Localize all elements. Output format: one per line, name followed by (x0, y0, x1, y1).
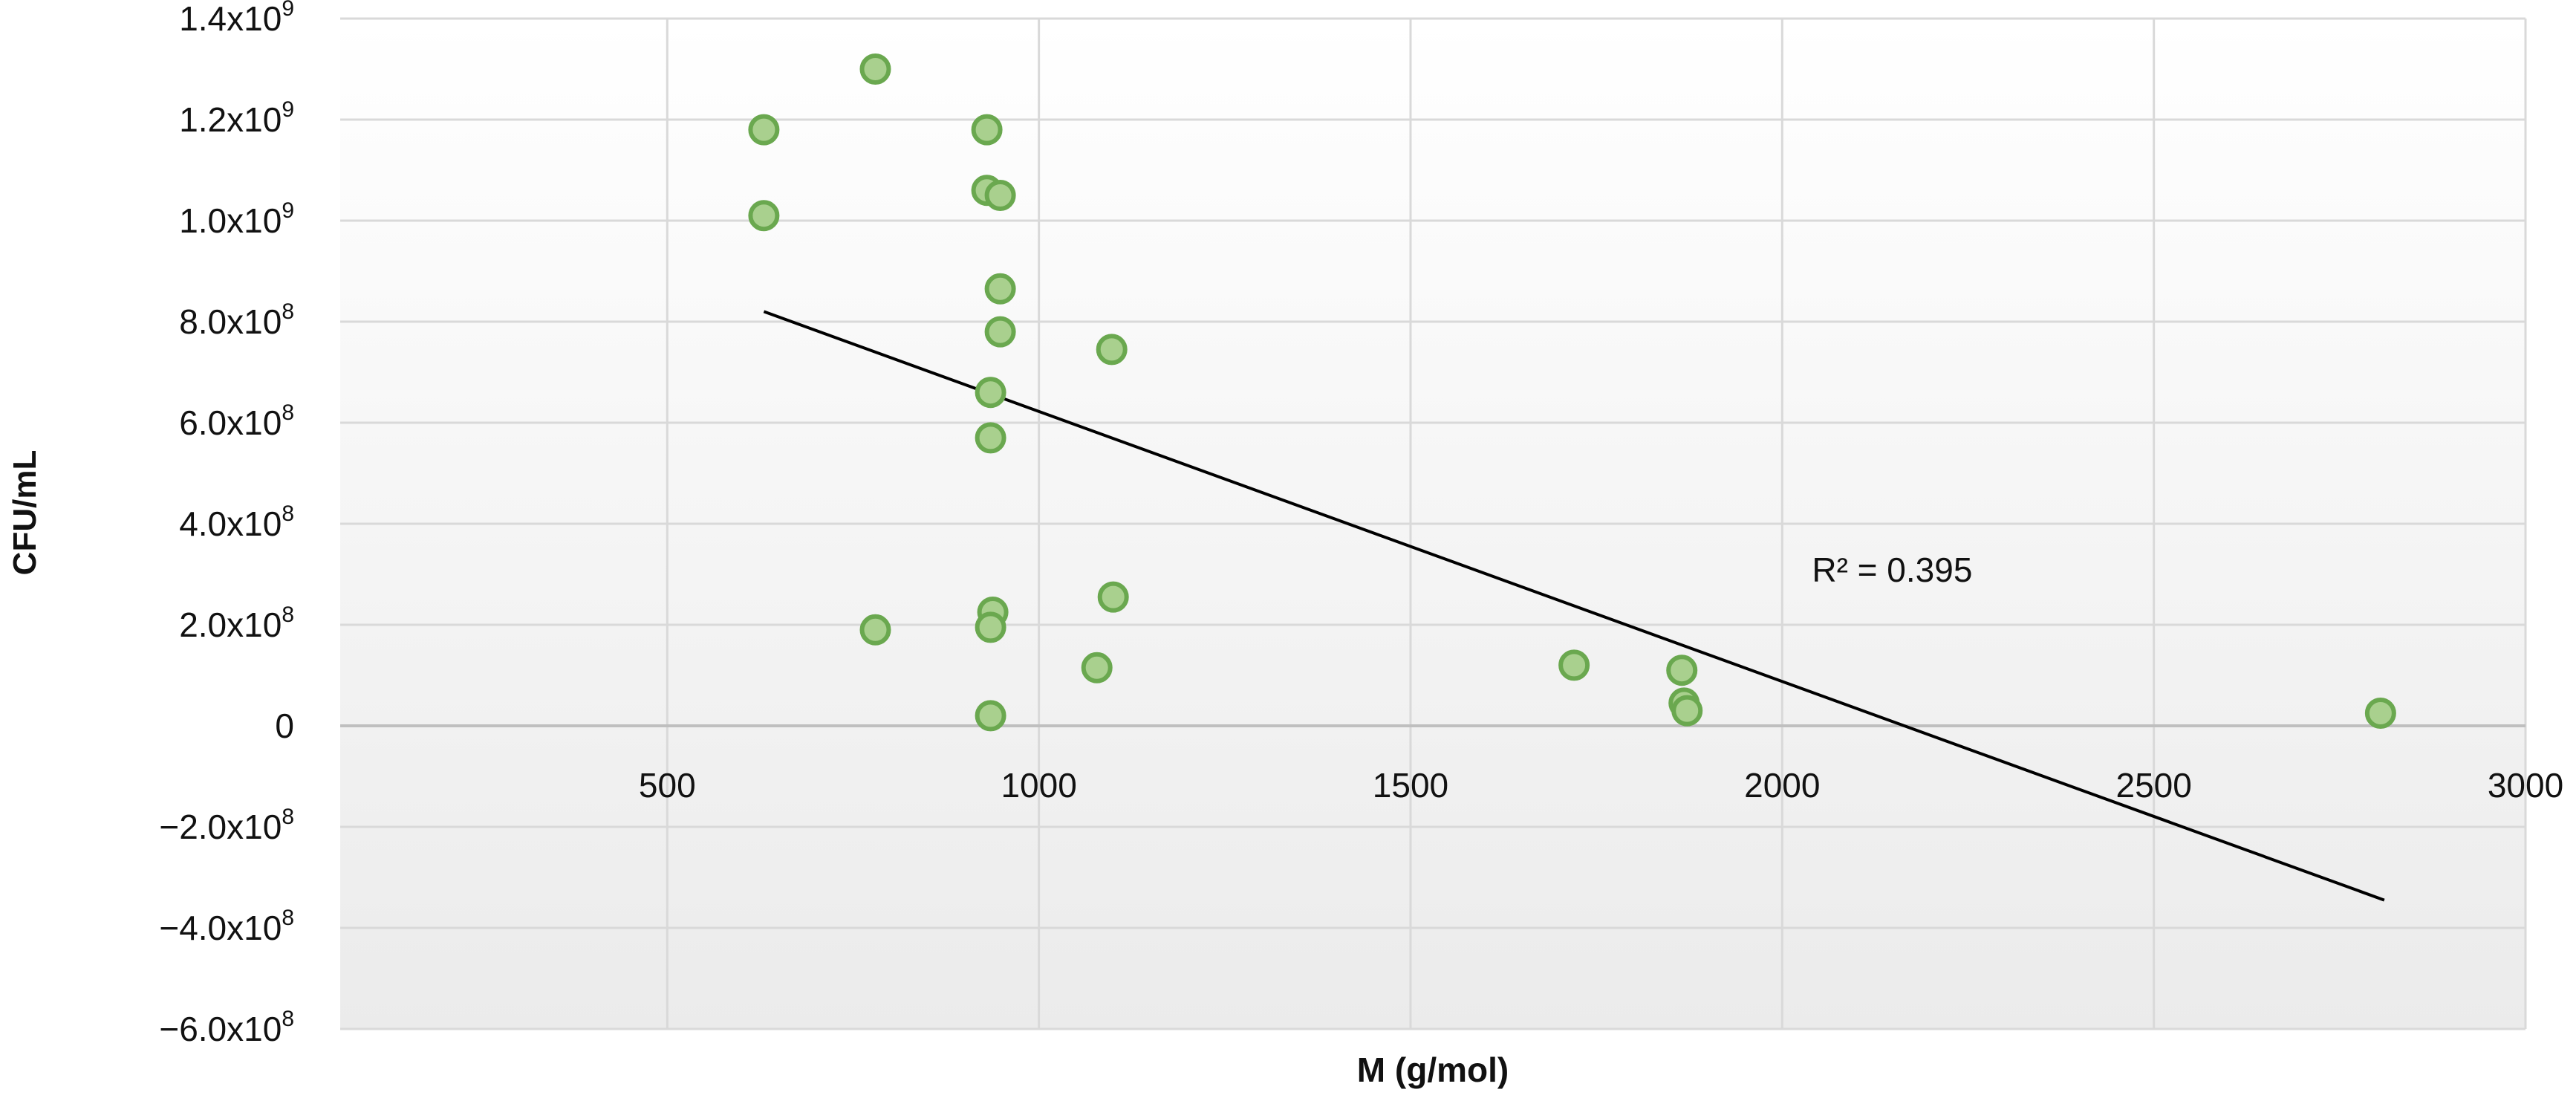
data-point-4 (971, 114, 1003, 146)
x-tick-label-0: 500 (639, 766, 696, 805)
data-point-14 (1096, 334, 1128, 366)
x-tick-label-2: 1500 (1373, 766, 1448, 805)
y-tick-label-2: 1.0x109 (179, 198, 294, 240)
x-axis-tick-labels: 500 1000 1500 2000 2500 3000 (639, 766, 2563, 805)
data-point-1 (748, 200, 780, 232)
y-tick-label-4: 6.0x108 (179, 400, 294, 442)
x-tick-label-5: 3000 (2488, 766, 2563, 805)
data-point-3 (859, 614, 891, 646)
data-point-17 (1558, 649, 1590, 681)
y-axis-tick-labels: 1.4x109 1.2x109 1.0x109 8.0x108 6.0x108 4.0x1… (159, 0, 294, 1048)
y-tick-label-10: −6.0x108 (159, 1007, 294, 1048)
data-point-10 (975, 422, 1006, 454)
y-tick-label-6: 2.0x108 (179, 603, 294, 644)
horizontal-gridlines (340, 17, 2525, 1030)
x-tick-label-1: 1000 (1001, 766, 1076, 805)
trendline-layer (763, 310, 2385, 902)
x-axis-label: M (g/mol) (1357, 1050, 1509, 1089)
data-point-16 (1081, 652, 1113, 683)
data-point-8 (984, 316, 1016, 348)
data-point-15 (1097, 581, 1129, 613)
data-point-9 (975, 377, 1006, 409)
data-point-6 (984, 180, 1016, 211)
y-tick-label-9: −4.0x108 (159, 906, 294, 947)
data-point-2 (859, 53, 891, 85)
data-point-12 (975, 611, 1006, 643)
y-tick-label-1: 1.2x109 (179, 97, 294, 139)
data-point-0 (748, 114, 780, 146)
data-point-21 (2364, 698, 2396, 729)
data-points (748, 53, 2396, 732)
y-tick-label-3: 8.0x108 (179, 299, 294, 341)
y-tick-label-7: 0 (275, 707, 294, 745)
y-tick-label-5: 4.0x108 (179, 501, 294, 543)
y-tick-label-0: 1.4x109 (179, 0, 294, 38)
y-tick-label-8: −2.0x108 (159, 805, 294, 846)
r-squared-annotation: R² = 0.395 (1812, 550, 1972, 589)
data-point-13 (975, 700, 1006, 732)
data-point-7 (984, 273, 1016, 305)
y-axis-label: CFU/mL (7, 450, 43, 576)
x-tick-label-4: 2500 (2115, 766, 2191, 805)
trendline (763, 310, 2385, 902)
data-point-20 (1671, 695, 1703, 727)
data-point-18 (1666, 655, 1698, 686)
x-tick-label-3: 2000 (1744, 766, 1820, 805)
